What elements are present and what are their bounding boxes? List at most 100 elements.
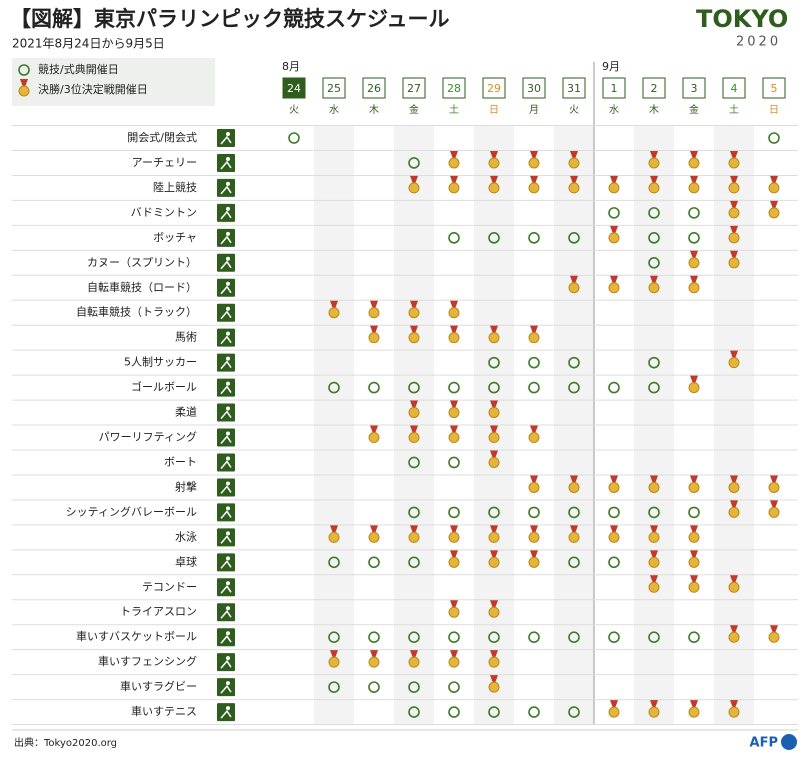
- event-circle: [368, 556, 380, 569]
- medal-disc: [728, 481, 740, 493]
- event-circle: [408, 556, 420, 569]
- day-box: [482, 77, 506, 99]
- medal-disc: [728, 506, 740, 518]
- event-circle: [608, 207, 620, 219]
- event-circle: [568, 706, 580, 718]
- event-circle: [408, 681, 420, 693]
- medal-ribbon: [610, 225, 618, 234]
- day-number: 2: [651, 82, 658, 95]
- medal-ribbon: [690, 375, 698, 384]
- sport-name: 車いすラグビー: [120, 679, 197, 693]
- medal-ribbon: [410, 650, 418, 659]
- day-number: 28: [447, 82, 461, 95]
- medal: [648, 525, 660, 543]
- medal-ribbon: [490, 450, 498, 459]
- event-circle: [328, 631, 340, 644]
- medal: [488, 400, 500, 419]
- medal-disc: [688, 182, 700, 194]
- medal-disc: [648, 531, 660, 543]
- medal: [688, 550, 700, 568]
- legend-label: 決勝/3位決定戦開催日: [38, 82, 148, 96]
- weekday: 水: [329, 104, 339, 116]
- medal-ribbon: [730, 500, 738, 509]
- sport-icon-figure: [226, 706, 230, 711]
- medal-ribbon: [450, 300, 458, 309]
- medal: [528, 175, 540, 194]
- medal-ribbon: [570, 475, 578, 484]
- medal-ribbon: [330, 300, 338, 309]
- medal: [528, 475, 540, 493]
- medal-ribbon: [20, 79, 28, 87]
- medal: [368, 525, 380, 543]
- medal-ribbon: [730, 350, 738, 359]
- medal-ribbon: [730, 150, 738, 159]
- medal-ribbon: [530, 150, 538, 159]
- medal-disc: [768, 481, 780, 493]
- sport-icon-figure: [226, 581, 230, 586]
- medal-ribbon: [410, 425, 418, 434]
- medal-disc: [488, 606, 500, 618]
- event-circle: [528, 381, 540, 394]
- event-circle: [568, 232, 580, 244]
- sport-icon-figure: [220, 310, 232, 320]
- medal: [568, 525, 580, 543]
- medal-disc: [408, 656, 420, 668]
- medal-disc: [408, 407, 420, 419]
- medal-ribbon: [730, 250, 738, 259]
- medal: [488, 150, 500, 169]
- sport-name: シッティングバレーボール: [66, 504, 197, 518]
- medal-disc: [408, 531, 420, 543]
- medal: [608, 525, 620, 543]
- medal-disc: [648, 481, 660, 493]
- medal-disc: [608, 182, 620, 194]
- medal: [648, 700, 660, 718]
- medal: [728, 475, 740, 493]
- medal: [728, 175, 740, 194]
- event-circle: [568, 356, 580, 369]
- medal-ribbon: [330, 650, 338, 659]
- day-number: 31: [567, 82, 581, 95]
- event-circle: [448, 456, 460, 469]
- medal-disc: [488, 681, 500, 693]
- medal-ribbon: [570, 175, 578, 184]
- medal-disc: [648, 581, 660, 593]
- event-circle: [568, 631, 580, 644]
- medal-ribbon: [650, 700, 658, 709]
- medal-disc: [448, 656, 460, 668]
- medal-ribbon: [650, 475, 658, 484]
- sport-icon-figure: [220, 659, 232, 669]
- medal-ribbon: [370, 300, 378, 309]
- medal: [488, 175, 500, 194]
- legend-label: 競技/式典開催日: [38, 62, 119, 76]
- event-circle: [608, 556, 620, 569]
- medal-ribbon: [450, 425, 458, 434]
- medal: [448, 650, 460, 668]
- day-box: [282, 77, 306, 99]
- medal: [608, 700, 620, 718]
- medal-disc: [688, 531, 700, 543]
- medal: [488, 600, 500, 618]
- event-circle: [608, 631, 620, 644]
- medal-disc: [448, 157, 460, 169]
- sport-icon-figure: [226, 406, 230, 411]
- event-circle: [488, 506, 500, 519]
- medal-ribbon: [770, 500, 778, 509]
- sport-icon-figure: [226, 306, 230, 311]
- medal-ribbon: [610, 475, 618, 484]
- medal: [728, 150, 740, 169]
- medal-ribbon: [410, 325, 418, 334]
- medal-ribbon: [530, 525, 538, 534]
- event-circle: [328, 556, 340, 569]
- sport-icon-figure: [220, 535, 232, 544]
- medal-disc: [328, 531, 340, 543]
- sport-name: 射撃: [175, 479, 197, 493]
- weekday: 土: [729, 103, 739, 116]
- medal-disc: [648, 282, 660, 294]
- day-box: [682, 77, 706, 99]
- medal-disc: [488, 157, 500, 169]
- medal-disc: [728, 581, 740, 593]
- medal-ribbon: [610, 175, 618, 184]
- medal: [608, 275, 620, 294]
- event-circle: [488, 706, 500, 718]
- event-circle: [448, 706, 460, 718]
